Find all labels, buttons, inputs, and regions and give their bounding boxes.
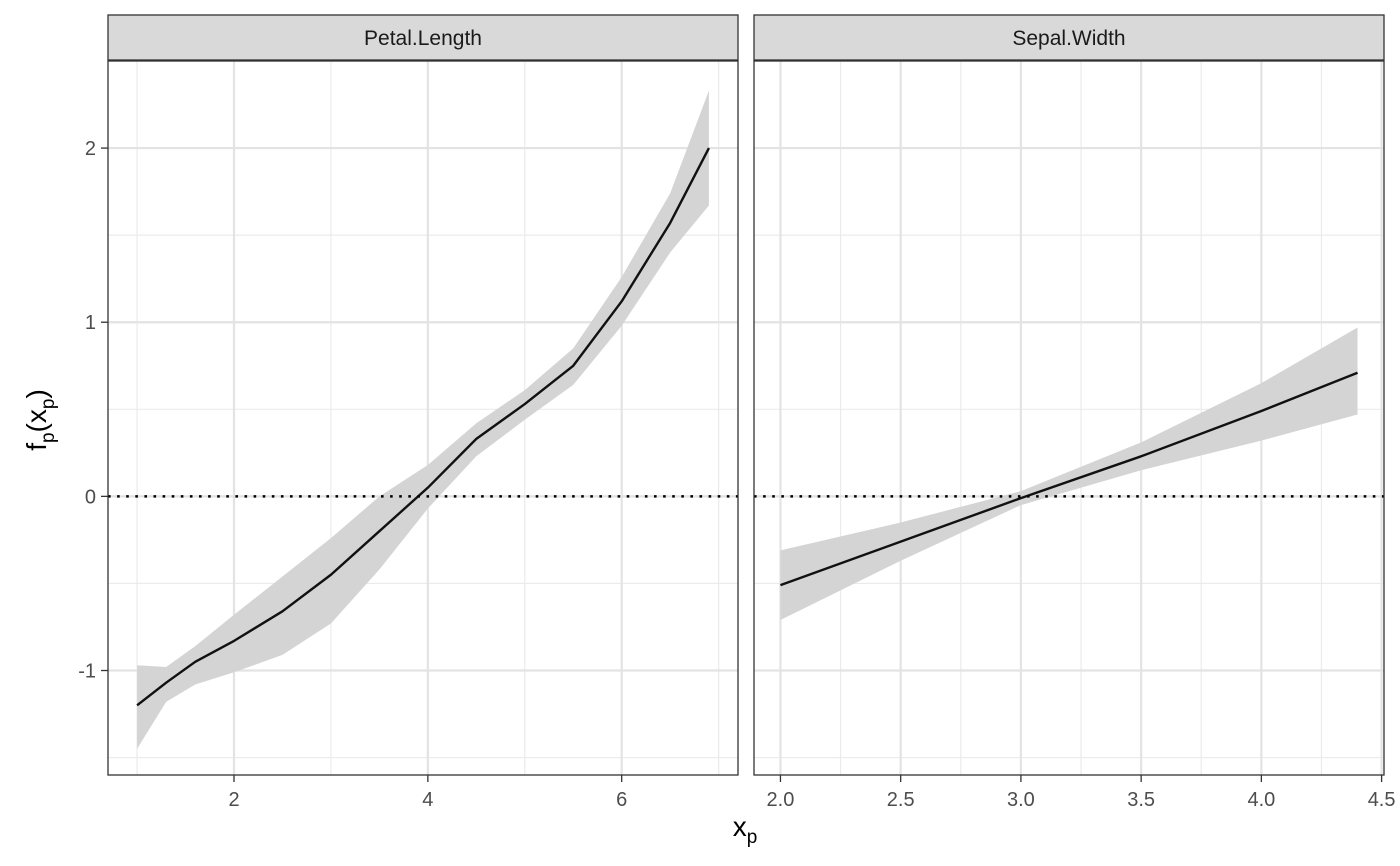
strip-label: Petal.Length <box>364 27 482 50</box>
x-tick-label: 2.5 <box>887 789 915 811</box>
strip-label: Sepal.Width <box>1012 27 1125 50</box>
effect-line <box>136 147 710 707</box>
x-axis-title: xp <box>733 811 758 848</box>
y-tick-label: 0 <box>85 486 96 508</box>
y-tick-label: 2 <box>85 138 96 160</box>
strip-background <box>107 14 739 61</box>
y-axis-title-main: f <box>21 443 52 451</box>
x-tick-label: 4.0 <box>1247 789 1275 811</box>
y-tick-label: -1 <box>78 661 96 683</box>
panel-0: Petal.Length 2 4 6 <box>107 14 739 811</box>
effect-line <box>780 371 1358 587</box>
y-axis-title-sub1: p <box>38 432 59 443</box>
confidence-band <box>780 327 1358 621</box>
x-axis-title-main: x <box>733 811 747 842</box>
x-tick-label: 2 <box>228 789 239 811</box>
strip-background <box>753 14 1385 61</box>
panel-1: Sepal.Width 2.0 2.5 3.0 3.5 4.0 4.5 <box>753 14 1396 811</box>
y-axis-title-close: ) <box>21 389 52 398</box>
x-tick-label: 6 <box>616 789 627 811</box>
x-axis-title-sub: p <box>747 827 758 848</box>
x-tick-label: 3.5 <box>1127 789 1155 811</box>
y-axis-title: fp(xp) <box>21 389 59 451</box>
x-tick-label: 4.5 <box>1368 789 1396 811</box>
y-axis-title-sub2: p <box>38 399 59 410</box>
x-tick-label: 2.0 <box>767 789 795 811</box>
confidence-band <box>137 90 709 749</box>
y-axis-title-open: (x <box>21 409 52 432</box>
panel-border <box>107 60 739 776</box>
x-tick-label: 3.0 <box>1007 789 1035 811</box>
x-tick-label: 4 <box>422 789 433 811</box>
panel-border <box>753 60 1385 776</box>
y-tick-label: 1 <box>85 312 96 334</box>
